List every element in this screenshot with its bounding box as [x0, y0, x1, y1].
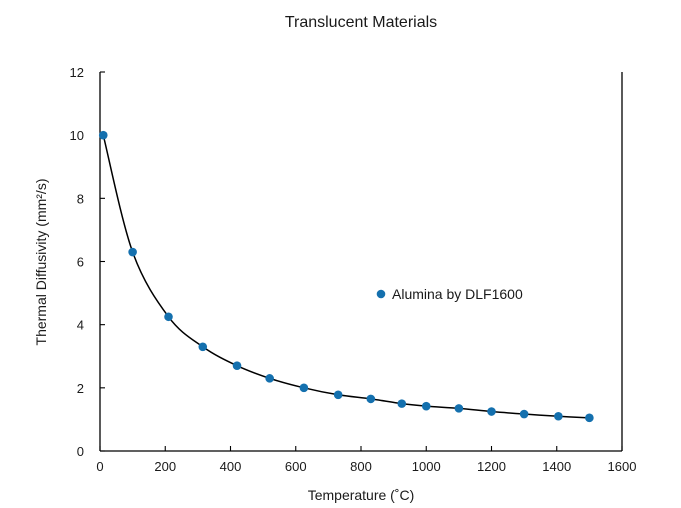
- legend-marker: [376, 289, 386, 299]
- y-tick-label: 0: [77, 444, 84, 459]
- data-point: [232, 361, 242, 371]
- x-tick-label: 200: [154, 459, 176, 474]
- x-tick-label: 0: [96, 459, 103, 474]
- data-point: [333, 390, 343, 400]
- data-point: [299, 383, 309, 393]
- y-tick-label: 6: [77, 255, 84, 270]
- x-tick-label: 1000: [412, 459, 441, 474]
- data-point: [265, 374, 274, 383]
- x-tick-label: 1400: [542, 459, 571, 474]
- data-point: [98, 130, 108, 140]
- trend-curve: [102, 134, 590, 419]
- axes: 0 2 4 6 8 10 12 0 200 400 600 800 1000 1200 1400 1600: [70, 65, 637, 474]
- legend: Alumina by DLF1600: [376, 286, 523, 302]
- data-point: [366, 394, 376, 404]
- data-point: [397, 399, 407, 408]
- data-point: [454, 404, 464, 413]
- data-points: [98, 130, 594, 423]
- x-tick-label: 1600: [608, 459, 637, 474]
- x-tick-label: 400: [220, 459, 242, 474]
- legend-label: Alumina by DLF1600: [392, 286, 523, 302]
- data-point: [519, 409, 529, 419]
- y-axis-label: Thermal Diffusivity (mm²/s): [33, 179, 49, 346]
- data-point: [128, 247, 137, 257]
- y-tick-label: 8: [77, 191, 84, 206]
- x-axis-label: Temperature (˚C): [308, 487, 415, 503]
- data-point: [554, 411, 563, 421]
- y-tick-label: 2: [77, 381, 84, 396]
- x-tick-label: 1200: [477, 459, 506, 474]
- x-tick-label: 800: [350, 459, 372, 474]
- data-point: [585, 413, 594, 423]
- data-point: [164, 312, 173, 322]
- y-tick-label: 4: [77, 318, 84, 333]
- data-point: [198, 342, 208, 352]
- data-point: [487, 407, 496, 416]
- x-tick-label: 600: [285, 459, 307, 474]
- y-tick-label: 10: [70, 128, 84, 143]
- y-tick-label: 12: [70, 65, 84, 80]
- chart-title: Translucent Materials: [285, 14, 437, 31]
- data-point: [421, 401, 431, 411]
